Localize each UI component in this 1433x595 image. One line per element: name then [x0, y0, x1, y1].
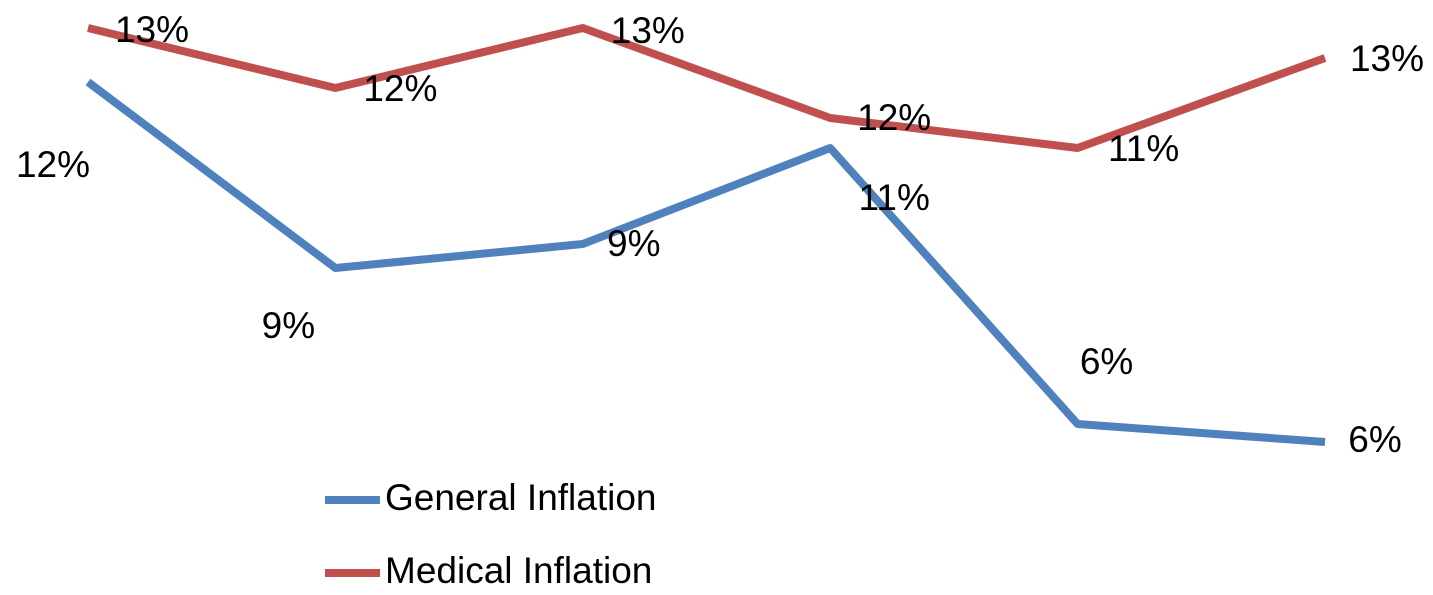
data-label: 13%: [115, 9, 189, 50]
data-label: 12%: [363, 68, 437, 109]
data-label: 12%: [857, 97, 931, 138]
data-label: 12%: [16, 144, 90, 185]
data-label: 13%: [611, 10, 685, 51]
data-label: 6%: [1080, 341, 1133, 382]
line-series: [85, 78, 1326, 446]
line-series: [87, 24, 1327, 152]
data-label: 6%: [1348, 419, 1401, 460]
data-label: 13%: [1350, 38, 1424, 79]
data-label: 9%: [607, 223, 660, 264]
legend-label: Medical Inflation: [385, 550, 652, 591]
data-label: 9%: [262, 305, 315, 346]
legend-label: General Inflation: [385, 477, 657, 518]
data-label: 11%: [1108, 128, 1179, 169]
data-label: 11%: [859, 177, 930, 218]
